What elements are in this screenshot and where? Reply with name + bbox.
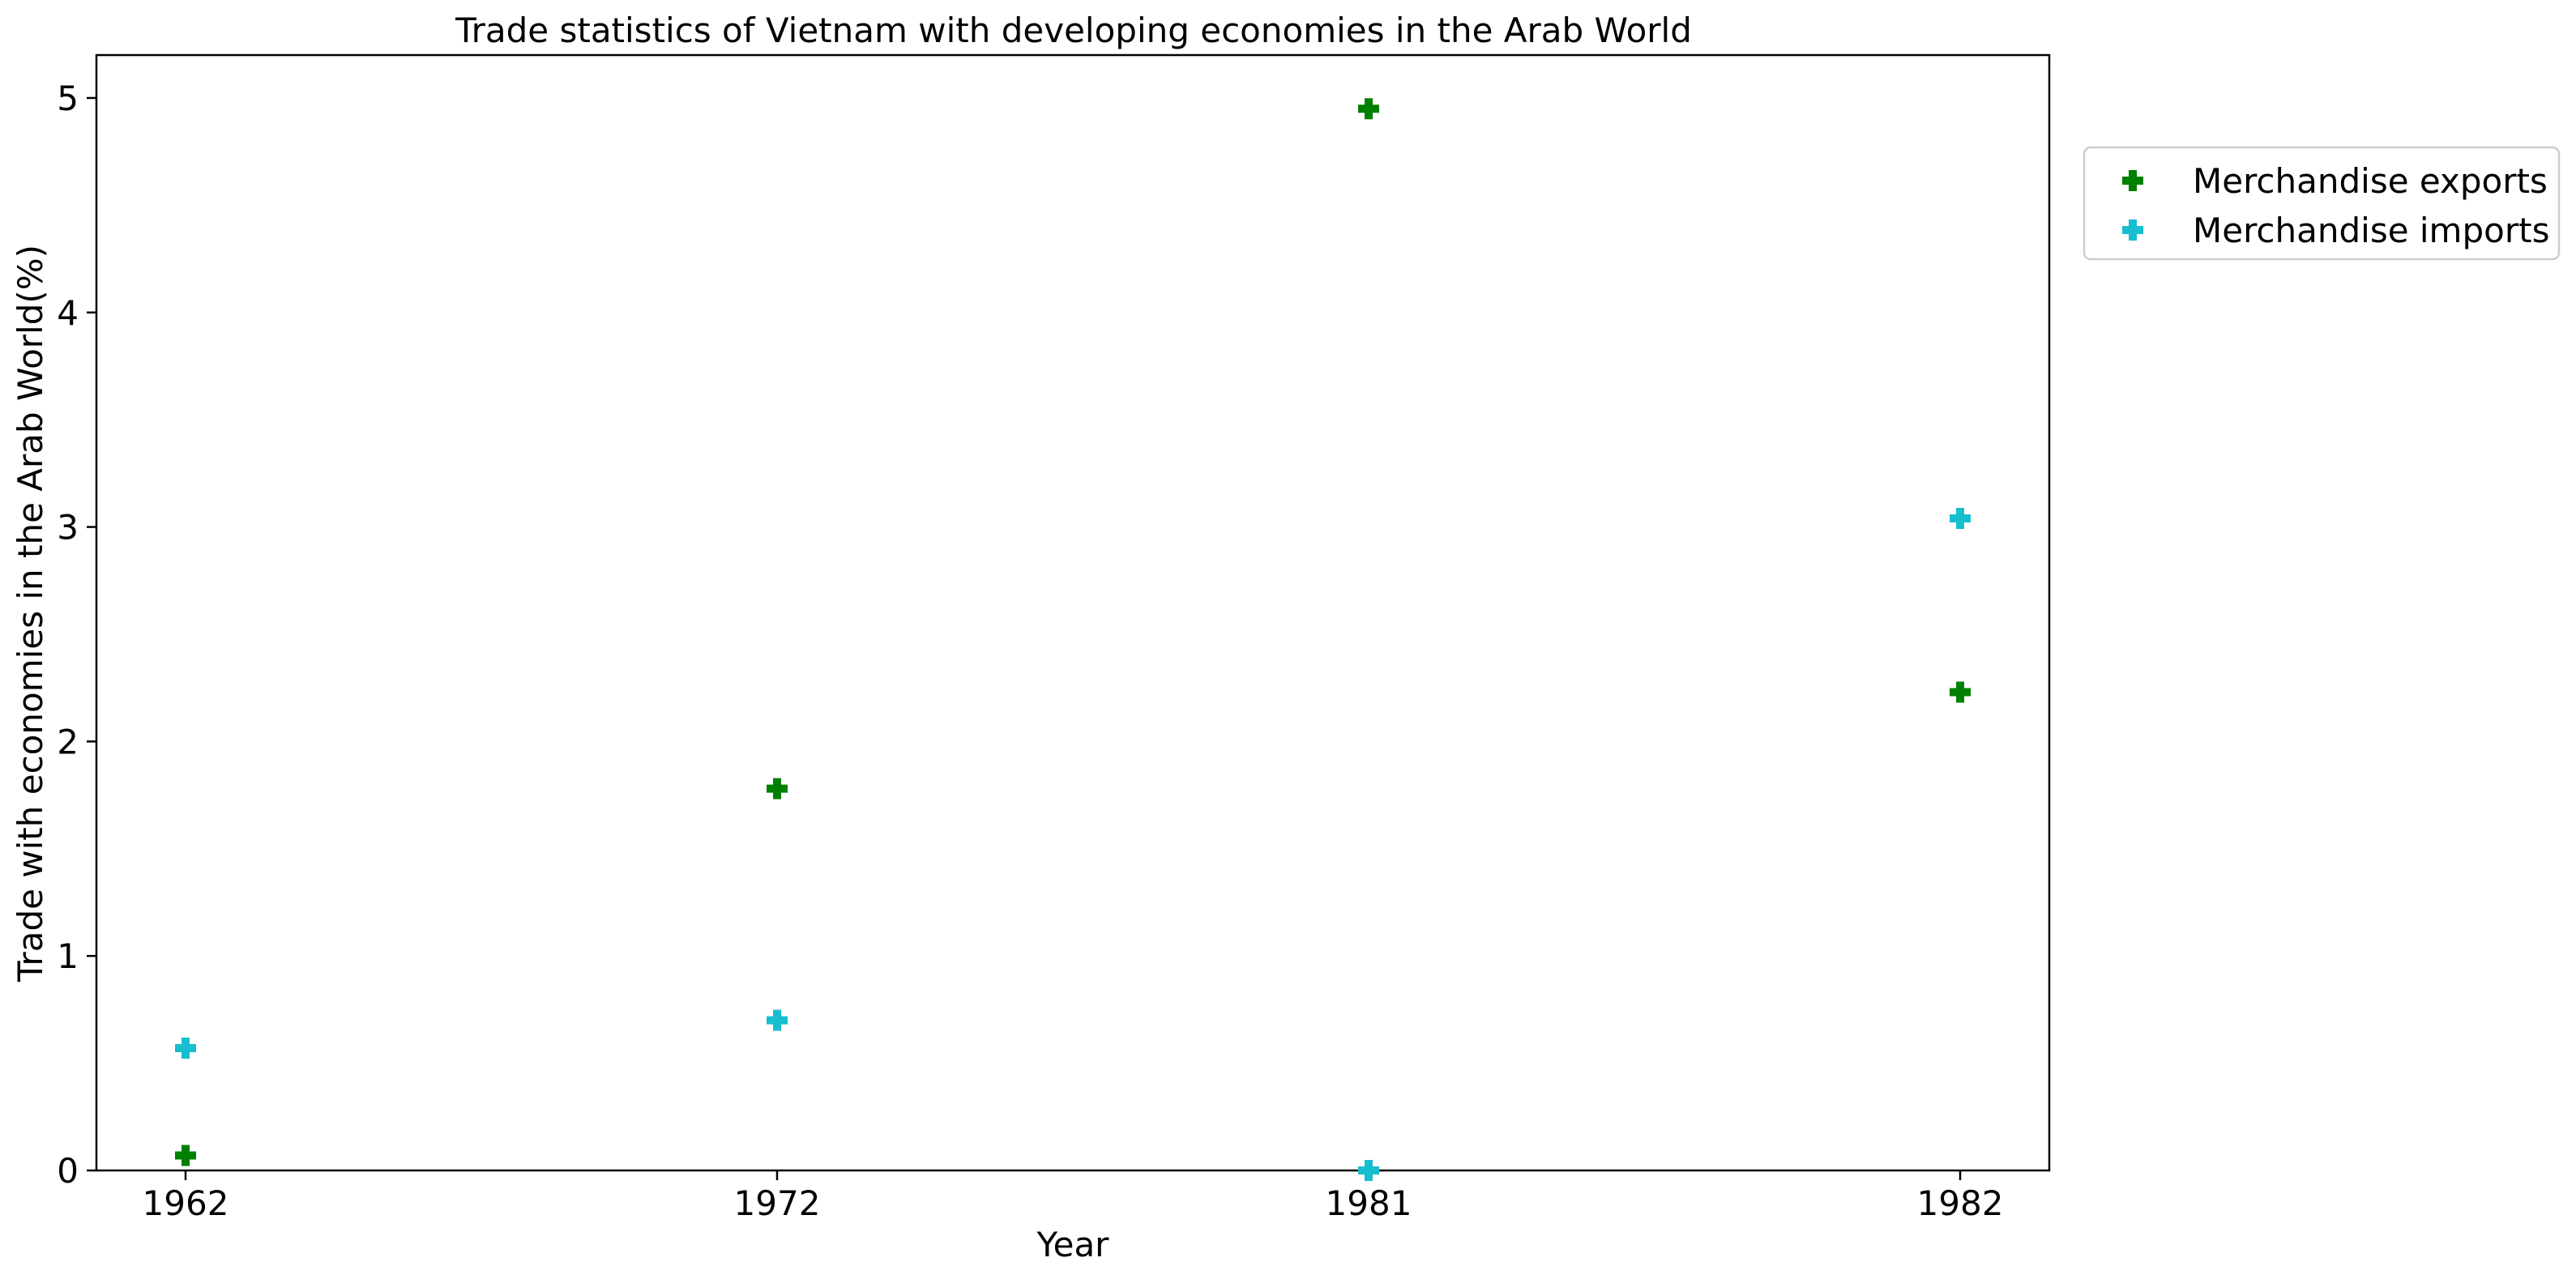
chart-title: Trade statistics of Vietnam with develop…	[455, 11, 1692, 50]
y-axis-label: Trade with economies in the Arab World(%…	[11, 245, 50, 983]
y-tick-label: 2	[57, 722, 79, 761]
data-point-exports	[1950, 681, 1971, 703]
x-tick-label: 1972	[734, 1183, 821, 1223]
data-point-exports	[175, 1145, 196, 1166]
x-axis: 1962 1972 1981 1982	[143, 1170, 2004, 1223]
y-tick-label: 5	[57, 79, 79, 118]
data-point-exports	[767, 778, 788, 799]
legend-box	[2083, 146, 2561, 261]
y-tick-label: 3	[57, 508, 79, 548]
x-tick-label: 1982	[1917, 1183, 2004, 1223]
legend: Merchandise exports Merchandise imports	[2083, 146, 2561, 261]
y-tick-label: 0	[57, 1151, 79, 1191]
x-tick-label: 1981	[1326, 1183, 1412, 1223]
legend-marker	[2122, 220, 2143, 241]
data-point-imports	[175, 1038, 196, 1059]
data-points	[175, 98, 1971, 1181]
legend-marker	[2122, 170, 2143, 191]
data-point-imports	[1950, 507, 1971, 529]
data-point-imports	[1358, 1160, 1379, 1181]
x-axis-label: Year	[1036, 1225, 1110, 1264]
x-tick-label: 1962	[143, 1183, 229, 1223]
y-tick-label: 4	[57, 293, 79, 333]
data-point-imports	[767, 1009, 788, 1031]
legend-label: Merchandise exports	[2193, 161, 2548, 201]
y-axis: 0 1 2 3 4 5	[57, 79, 96, 1191]
data-point-exports	[1358, 98, 1379, 120]
plot-area	[95, 53, 2051, 1172]
y-tick-label: 1	[57, 936, 79, 976]
legend-label: Merchandise imports	[2193, 211, 2549, 250]
